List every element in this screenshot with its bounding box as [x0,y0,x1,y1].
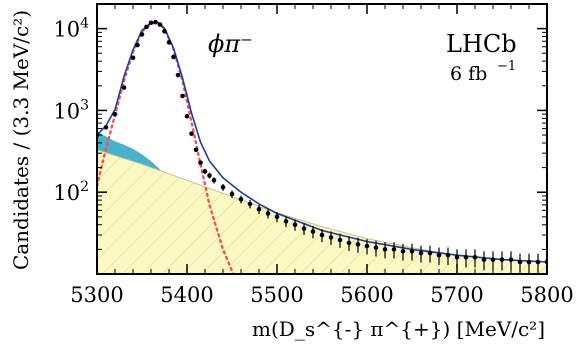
data-point [292,222,298,228]
data-point [499,257,505,262]
data-point [481,257,487,262]
experiment-label: LHCb [446,30,517,58]
data-point [193,147,199,153]
data-point [211,177,217,183]
data-point [139,32,145,37]
data-point [463,255,469,260]
data-point [283,219,289,224]
data-point [184,113,190,119]
data-point [382,247,388,252]
data-point [274,214,280,220]
data-point [157,22,163,27]
data-point [229,191,235,197]
data-point [171,54,176,60]
data-point [355,242,361,247]
x-tick-label: 5400 [160,283,213,307]
data-point [319,232,325,238]
data-point [220,184,226,190]
data-point [144,24,149,30]
channel-label: ϕπ⁻ [208,30,253,58]
data-point [148,20,154,26]
x-tick-label: 5800 [520,283,573,307]
data-point [121,85,127,90]
data-point [472,255,478,260]
data-point [175,72,181,78]
data-point [301,226,307,231]
data-point [373,245,379,250]
data-point [198,160,203,165]
y-axis-label: Candidates / (3.3 MeV/c²) [9,10,33,270]
x-tick-label: 5500 [250,283,303,307]
data-point [445,252,451,258]
plot-frame [96,3,548,275]
data-point [256,206,262,212]
data-point [535,259,541,265]
data-point [526,259,532,265]
x-axis-label: m(D_s^{-} π^{+}) [MeV/c²] [252,317,545,341]
y-tick-label: 103 [53,97,89,123]
data-point [238,196,244,202]
data-point [490,257,496,262]
data-point [247,201,253,207]
y-tick-label: 104 [53,16,89,42]
data-point [189,131,194,136]
luminosity-label: 6 fb −1 [450,59,516,85]
data-point [337,237,343,243]
data-point [103,125,109,130]
data-point [436,252,442,258]
data-point [310,229,316,234]
svg-text:−1: −1 [497,59,516,74]
data-point [202,169,208,174]
data-point [112,111,118,117]
data-point [391,247,397,252]
data-point [265,211,271,216]
data-point [409,248,415,254]
svg-text:6 fb: 6 fb [450,63,487,85]
data-point [517,259,523,265]
data-point [346,240,352,246]
data-point [153,19,158,25]
data-point [162,28,167,34]
data-point [130,55,136,61]
data-point [418,250,424,256]
data-point [508,257,514,262]
data-point [207,173,212,178]
data-point [166,40,172,45]
data-point [135,42,140,48]
data-point [400,248,406,254]
y-tick-label: 102 [53,179,89,205]
x-tick-label: 5300 [70,283,123,307]
data-point [180,93,185,99]
data-point [364,243,370,249]
x-tick-label: 5700 [430,283,483,307]
total-fit-curve [97,21,547,263]
combinatorial-background-area [97,149,547,274]
data-point [328,235,334,240]
data-point [454,255,460,260]
x-tick-label: 5600 [340,283,393,307]
data-point [427,250,433,256]
